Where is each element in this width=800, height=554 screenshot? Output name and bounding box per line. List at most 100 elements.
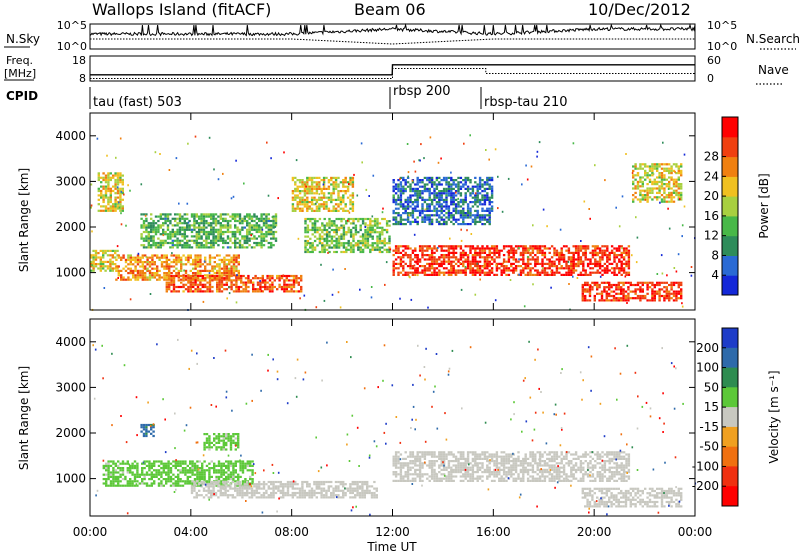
echo-cell bbox=[646, 187, 649, 190]
echo-cell bbox=[182, 263, 185, 266]
echo-cell bbox=[235, 288, 238, 291]
echo-cell bbox=[600, 299, 604, 302]
echo-cell bbox=[219, 485, 222, 488]
echo-cell bbox=[381, 228, 384, 232]
echo-cell bbox=[309, 246, 312, 249]
echo-cell bbox=[145, 224, 148, 227]
echo-cell bbox=[618, 249, 621, 252]
echo-cell bbox=[218, 269, 221, 272]
echo-cell bbox=[174, 233, 177, 236]
echo-cell bbox=[330, 209, 333, 212]
echo-cell bbox=[311, 242, 314, 245]
echo-cell bbox=[376, 226, 379, 229]
echo-cell bbox=[615, 249, 619, 252]
echo-cell bbox=[297, 281, 300, 284]
echo-cell bbox=[146, 256, 149, 259]
echo-cell bbox=[428, 181, 431, 184]
echo-cell bbox=[184, 473, 187, 476]
echo-cell bbox=[217, 237, 220, 240]
echo-cell bbox=[406, 176, 410, 179]
echo-cell bbox=[428, 216, 431, 219]
echo-cell bbox=[589, 267, 592, 270]
echo-cell bbox=[428, 218, 431, 221]
echo-cell bbox=[186, 241, 189, 245]
echo-cell bbox=[212, 233, 215, 236]
echo-cell bbox=[264, 283, 267, 286]
echo-cell bbox=[526, 271, 530, 274]
echo-cell bbox=[266, 285, 269, 289]
echo-cell bbox=[194, 283, 197, 286]
echo-cell bbox=[351, 196, 355, 199]
echo-cell bbox=[126, 460, 129, 463]
echo-cell bbox=[193, 219, 196, 223]
echo-cell bbox=[170, 272, 173, 275]
echo-cell bbox=[102, 205, 105, 208]
echo-cell bbox=[129, 482, 132, 485]
echo-cell bbox=[207, 213, 210, 216]
echo-cell bbox=[538, 271, 542, 274]
echo-cell bbox=[416, 194, 419, 197]
echo-cell bbox=[426, 209, 429, 212]
echo-cell bbox=[168, 267, 171, 270]
echo-cell bbox=[457, 190, 460, 193]
echo-cell bbox=[644, 165, 647, 168]
echo-cell bbox=[227, 478, 230, 481]
echo-cell bbox=[234, 471, 237, 474]
echo-cell bbox=[435, 207, 439, 210]
echo-cell bbox=[376, 239, 379, 243]
echo-cell bbox=[474, 196, 477, 199]
echo-cell bbox=[414, 187, 417, 190]
echo-cell bbox=[266, 141, 268, 144]
echo-cell bbox=[147, 239, 150, 242]
echo-cell bbox=[196, 256, 200, 259]
echo-cell bbox=[131, 471, 134, 474]
echo-cell bbox=[255, 241, 258, 245]
echo-cell bbox=[558, 262, 561, 265]
echo-cell bbox=[107, 178, 110, 182]
echo-cell bbox=[394, 220, 398, 223]
echo-cell bbox=[134, 261, 137, 264]
echo-cell bbox=[184, 480, 187, 483]
echo-cell bbox=[483, 251, 487, 254]
echo-cell bbox=[114, 203, 117, 206]
echo-cell bbox=[152, 230, 155, 234]
echo-cell bbox=[402, 205, 405, 208]
nsky-panel: N.Sky 10^5 10^0 10^5 10^0 N.Search bbox=[4, 19, 800, 53]
echo-cell bbox=[651, 288, 654, 291]
echo-cell bbox=[621, 247, 623, 250]
echo-cell bbox=[181, 462, 185, 465]
echo-cell bbox=[598, 292, 601, 295]
echo-cell bbox=[164, 241, 167, 245]
echo-cell bbox=[332, 176, 335, 179]
echo-cell bbox=[112, 207, 115, 210]
echo-cell bbox=[543, 271, 547, 274]
echo-cell bbox=[409, 196, 412, 199]
echo-cell bbox=[109, 207, 112, 210]
echo-cell bbox=[402, 207, 405, 210]
echo-cell bbox=[318, 237, 322, 240]
echo-cell bbox=[452, 201, 455, 204]
echo-cell bbox=[594, 254, 597, 257]
echo-cell bbox=[675, 297, 678, 300]
echo-cell bbox=[230, 272, 233, 275]
echo-cell bbox=[115, 156, 117, 159]
echo-cell bbox=[310, 203, 314, 206]
echo-cell bbox=[265, 215, 268, 218]
echo-cell bbox=[656, 292, 659, 295]
echo-cell bbox=[159, 213, 162, 216]
echo-cell bbox=[394, 247, 398, 250]
echo-cell bbox=[677, 165, 680, 168]
echo-cell bbox=[659, 201, 661, 204]
nave-label: Nave bbox=[758, 63, 789, 77]
echo-cell bbox=[325, 248, 329, 251]
echo-cell bbox=[399, 220, 403, 223]
echo-cell bbox=[459, 271, 463, 274]
echo-cell bbox=[464, 269, 467, 272]
echo-cell bbox=[613, 271, 616, 274]
echo-cell bbox=[471, 196, 475, 199]
echo-cell bbox=[658, 288, 661, 291]
echo-cell bbox=[207, 241, 210, 245]
echo-cell bbox=[617, 288, 620, 291]
echo-cell bbox=[541, 258, 544, 261]
echo-cell bbox=[626, 302, 628, 304]
